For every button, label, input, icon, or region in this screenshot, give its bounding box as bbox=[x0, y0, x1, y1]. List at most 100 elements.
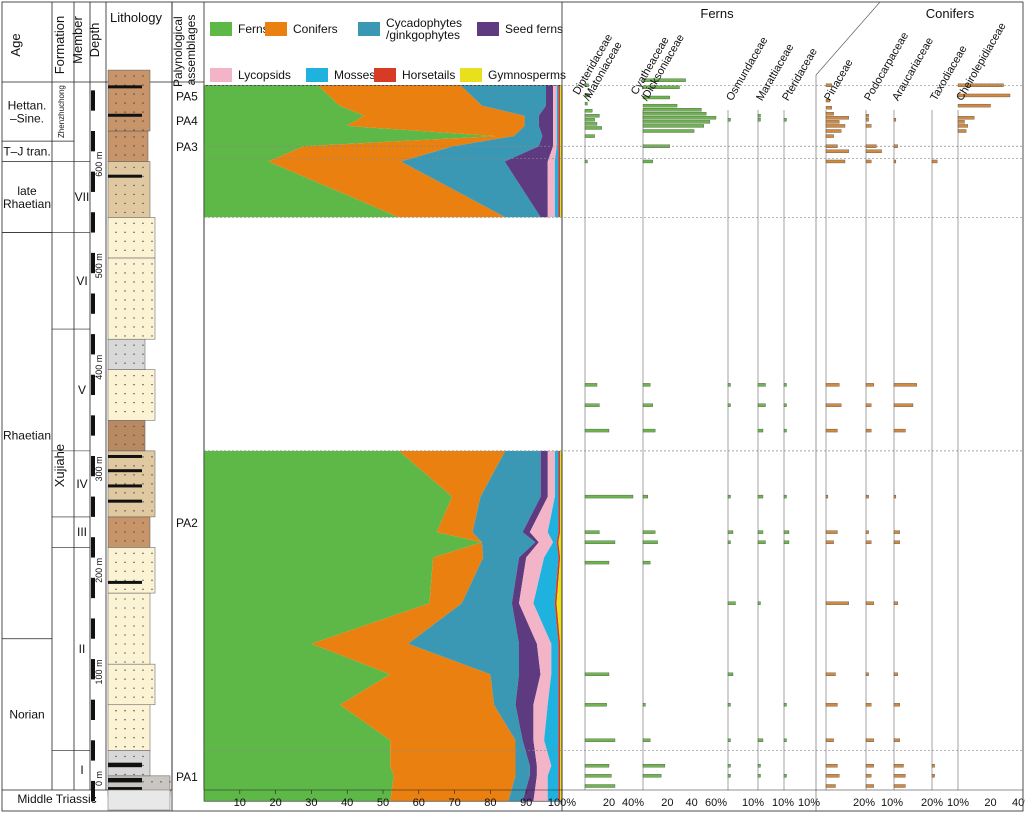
lithology-dot bbox=[115, 75, 117, 77]
taxon-tick-label: 20% bbox=[921, 797, 943, 809]
taxon-bar bbox=[642, 428, 656, 433]
lithology-dot bbox=[115, 231, 117, 234]
assemblage-label: PA5 bbox=[176, 89, 198, 103]
lithology-dot bbox=[124, 552, 126, 555]
lithology-dot bbox=[142, 326, 144, 328]
coal-layer bbox=[108, 454, 142, 458]
lithology-dot bbox=[115, 154, 117, 156]
lithology-dot bbox=[133, 643, 135, 645]
taxon-bar bbox=[893, 784, 906, 788]
lithology-dot bbox=[115, 561, 117, 564]
taxon-tick-label: 20% bbox=[853, 797, 875, 809]
lithology-dot bbox=[124, 634, 126, 636]
lithology-dot bbox=[142, 299, 144, 301]
lithology-bed bbox=[107, 450, 156, 518]
taxon-bar bbox=[825, 144, 838, 148]
taxon-bar bbox=[783, 118, 787, 122]
taxon-bar bbox=[584, 703, 607, 707]
lithology-dot bbox=[151, 335, 153, 337]
lithology-dot bbox=[124, 353, 126, 355]
lithology-dot bbox=[133, 465, 135, 467]
lithology-dot bbox=[142, 643, 144, 645]
lithology-dot bbox=[151, 483, 153, 485]
taxon-bar bbox=[642, 103, 678, 108]
lithology-dot bbox=[133, 669, 135, 671]
lithology-dot bbox=[133, 607, 135, 609]
lithology-dot bbox=[124, 443, 126, 446]
lithology-dot bbox=[115, 202, 117, 205]
lithology-dot bbox=[142, 222, 144, 225]
lithology-dot bbox=[124, 561, 126, 564]
lithology-dot bbox=[124, 510, 126, 512]
lithology-dot bbox=[133, 552, 135, 555]
taxon-bar bbox=[727, 494, 731, 499]
lithology-dot bbox=[151, 510, 153, 512]
taxon-bar bbox=[642, 540, 658, 544]
lithology-dot bbox=[133, 579, 135, 582]
lithology-dot bbox=[115, 102, 117, 104]
middle-triassic-label: Middle Triassic bbox=[17, 792, 96, 806]
taxon-bar bbox=[642, 774, 662, 778]
taxon-bar bbox=[727, 703, 731, 707]
lithology-dot bbox=[115, 290, 117, 292]
taxon-bar bbox=[642, 738, 651, 742]
lithology-dot bbox=[151, 669, 153, 671]
lithology-dot bbox=[151, 501, 153, 503]
taxon-bar bbox=[957, 116, 975, 120]
lithology-dot bbox=[124, 272, 126, 274]
depth-scale-block bbox=[91, 659, 95, 680]
taxon-bar bbox=[865, 774, 872, 778]
taxon-bar bbox=[825, 774, 840, 778]
taxon-bar bbox=[584, 672, 610, 676]
lithology-dot bbox=[142, 353, 144, 355]
taxon-bar bbox=[584, 540, 616, 544]
lithology-bed bbox=[107, 592, 151, 665]
lithology-dot bbox=[142, 652, 144, 654]
lithology-dot bbox=[133, 129, 135, 131]
lithology-dot bbox=[133, 474, 135, 476]
lithology-dot bbox=[115, 607, 117, 609]
header-ferns-group: Ferns bbox=[700, 6, 734, 21]
lithology-dot bbox=[142, 483, 144, 485]
age-label: Norian bbox=[9, 707, 44, 721]
lithology-dot bbox=[124, 166, 126, 169]
coal-layer bbox=[108, 762, 142, 768]
lithology-dot bbox=[115, 374, 117, 377]
taxon-bar bbox=[727, 383, 731, 387]
lithology-dot bbox=[115, 344, 117, 346]
taxon-bar bbox=[584, 101, 588, 106]
lithology-dot bbox=[142, 678, 144, 680]
taxon-bar bbox=[825, 672, 836, 676]
lithology-dot bbox=[160, 781, 162, 783]
legend-swatch bbox=[477, 22, 499, 36]
taxon-bar bbox=[957, 103, 991, 108]
lithology-dot bbox=[133, 353, 135, 355]
lithology-dot bbox=[133, 102, 135, 104]
lithology-dot bbox=[142, 193, 144, 196]
legend-label: Lycopsids bbox=[238, 68, 291, 82]
member-label: II bbox=[79, 642, 86, 656]
taxon-bar bbox=[825, 403, 842, 407]
age-label: late Rhaetian bbox=[3, 184, 51, 211]
lithology-dot bbox=[133, 531, 135, 533]
depth-scale-block bbox=[91, 212, 95, 233]
lithology-dot bbox=[142, 392, 144, 395]
lithology-dot bbox=[142, 492, 144, 494]
taxon-bar bbox=[757, 774, 761, 778]
header-palynological-assemblages: Palynological assemblages bbox=[171, 13, 198, 87]
lithology-dot bbox=[124, 383, 126, 386]
lithology-dot bbox=[142, 383, 144, 386]
lithology-dot bbox=[124, 570, 126, 573]
lithology-dot bbox=[124, 652, 126, 654]
lithology-dot bbox=[124, 746, 126, 748]
depth-scale-block bbox=[91, 740, 95, 761]
taxon-tick-label: 10% bbox=[798, 797, 820, 809]
taxon-bar bbox=[584, 403, 600, 407]
lithology-dot bbox=[142, 410, 144, 413]
lithology-dot bbox=[151, 781, 153, 783]
depth-scale-block bbox=[91, 455, 95, 477]
lithology-dot bbox=[124, 145, 126, 147]
lithology-dot bbox=[151, 290, 153, 292]
lithology-dot bbox=[115, 710, 117, 712]
lithology-dot bbox=[142, 764, 144, 767]
